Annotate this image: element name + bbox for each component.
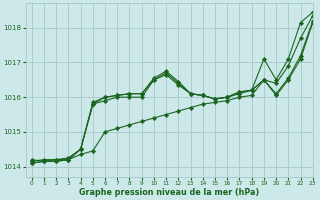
X-axis label: Graphe pression niveau de la mer (hPa): Graphe pression niveau de la mer (hPa) <box>79 188 259 197</box>
